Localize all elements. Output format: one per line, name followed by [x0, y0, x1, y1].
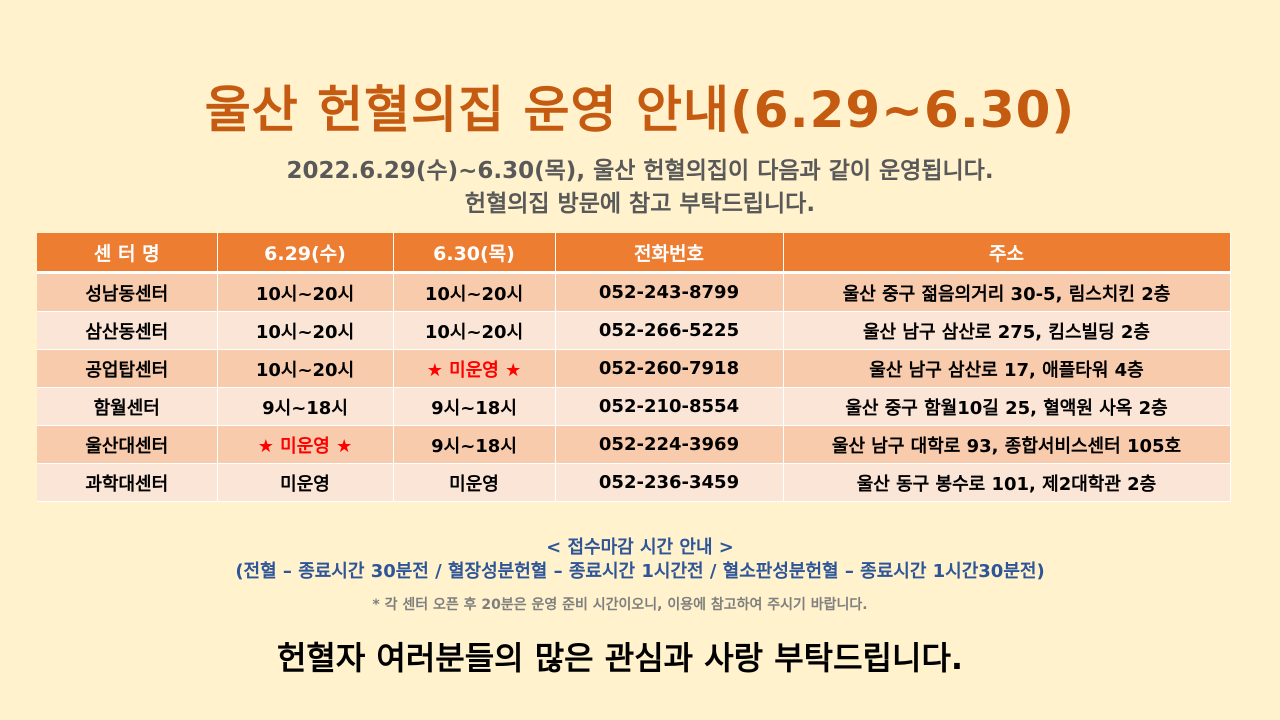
hours-0630-cell: 10시~20시 [393, 311, 556, 350]
closed-notice-cell: ★ 미운영 ★ [393, 349, 556, 388]
hours-0629-cell: 10시~20시 [217, 311, 394, 350]
center-name-cell: 성남동센터 [37, 272, 218, 312]
table-header-row: 센 터 명 6.29(수) 6.30(목) 전화번호 주소 [37, 233, 1231, 274]
subtitle-line-1: 2022.6.29(수)~6.30(목), 울산 헌혈의집이 다음과 같이 운영… [286, 158, 994, 184]
hours-0630-cell: 9시~18시 [393, 425, 556, 464]
address-cell: 울산 중구 젊음의거리 30-5, 림스치킨 2층 [783, 272, 1231, 312]
header-center-name: 센 터 명 [37, 233, 218, 274]
center-name-cell: 삼산동센터 [37, 311, 218, 350]
header-date-0630: 6.30(목) [393, 233, 556, 274]
subtitle-line-2: 헌혈의집 방문에 참고 부탁드립니다. [464, 191, 816, 217]
deadline-notice-detail: (전혈 – 종료시간 30분전 / 혈장성분헌혈 – 종료시간 1시간전 / 혈… [235, 561, 1045, 582]
address-cell: 울산 중구 함월10길 25, 혈액원 사옥 2층 [783, 387, 1231, 426]
center-name-cell: 울산대센터 [37, 425, 218, 464]
address-cell: 울산 동구 봉수로 101, 제2대학관 2층 [783, 463, 1231, 502]
closing-message: 헌혈자 여러분들의 많은 관심과 사랑 부탁드립니다. [276, 639, 964, 677]
table-row: 성남동센터 10시~20시 10시~20시 052-243-8799 울산 중구… [37, 272, 1231, 312]
phone-cell: 052-224-3969 [555, 425, 784, 464]
header-phone: 전화번호 [555, 233, 784, 274]
hours-0630-cell: 10시~20시 [393, 272, 556, 312]
phone-cell: 052-236-3459 [555, 463, 784, 502]
hours-0629-cell: 10시~20시 [217, 272, 394, 312]
table-row: 울산대센터 ★ 미운영 ★ 9시~18시 052-224-3969 울산 남구 … [37, 425, 1231, 464]
address-cell: 울산 남구 삼산로 17, 애플타워 4층 [783, 349, 1231, 388]
address-cell: 울산 남구 삼산로 275, 킴스빌딩 2층 [783, 311, 1231, 350]
phone-cell: 052-210-8554 [555, 387, 784, 426]
hours-0629-cell: 10시~20시 [217, 349, 394, 388]
header-date-0629: 6.29(수) [217, 233, 394, 274]
preparation-footnote: * 각 센터 오픈 후 20분은 운영 준비 시간이오니, 이용에 참고하여 주… [372, 597, 868, 613]
address-cell: 울산 남구 대학로 93, 종합서비스센터 105호 [783, 425, 1231, 464]
center-name-cell: 함월센터 [37, 387, 218, 426]
center-name-cell: 과학대센터 [37, 463, 218, 502]
header-address: 주소 [783, 233, 1231, 274]
hours-0629-cell: 9시~18시 [217, 387, 394, 426]
phone-cell: 052-260-7918 [555, 349, 784, 388]
hours-0630-cell: 9시~18시 [393, 387, 556, 426]
table-row: 삼산동센터 10시~20시 10시~20시 052-266-5225 울산 남구… [37, 311, 1231, 350]
phone-cell: 052-243-8799 [555, 272, 784, 312]
hours-0630-cell: 미운영 [393, 463, 556, 502]
phone-cell: 052-266-5225 [555, 311, 784, 350]
deadline-notice-heading: < 접수마감 시간 안내 > [546, 537, 734, 558]
table-row: 공업탑센터 10시~20시 ★ 미운영 ★ 052-260-7918 울산 남구… [37, 349, 1231, 388]
hours-0629-cell: 미운영 [217, 463, 394, 502]
center-name-cell: 공업탑센터 [37, 349, 218, 388]
table-row: 과학대센터 미운영 미운영 052-236-3459 울산 동구 봉수로 101… [37, 463, 1231, 502]
table-row: 함월센터 9시~18시 9시~18시 052-210-8554 울산 중구 함월… [37, 387, 1231, 426]
page-title: 울산 헌혈의집 운영 안내(6.29~6.30) [204, 81, 1076, 139]
schedule-table: 센 터 명 6.29(수) 6.30(목) 전화번호 주소 성남동센터 10시~… [37, 233, 1231, 502]
closed-notice-cell: ★ 미운영 ★ [217, 425, 394, 464]
